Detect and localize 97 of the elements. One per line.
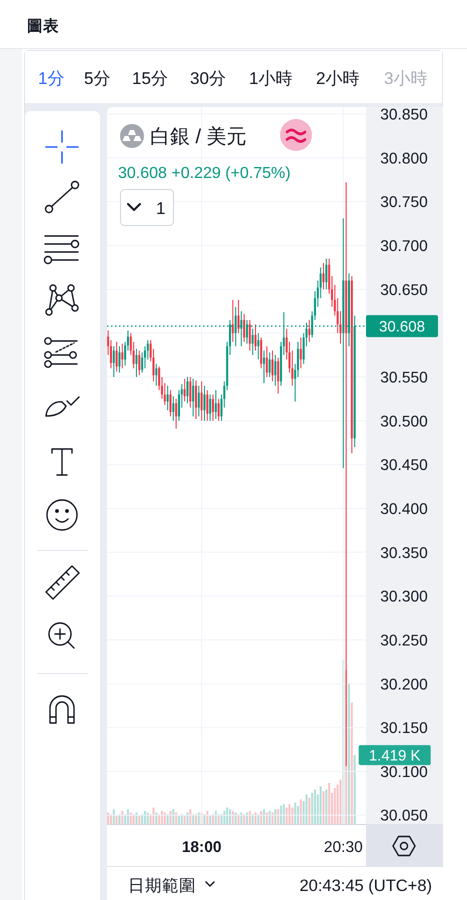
bar [311,792,314,824]
bar [339,780,342,824]
y-tick-label: 30.350 [380,544,428,562]
y-tick-label: 30.850 [380,106,428,124]
text: 1小時 [249,69,292,88]
bar [300,799,302,824]
bar [288,804,291,824]
bar [228,809,231,824]
bar [218,814,220,824]
bar [206,810,208,824]
bar [262,809,266,824]
bar [286,808,288,824]
bar [166,814,169,824]
x-tick-label: 18:00 [182,839,222,856]
bar [296,806,300,824]
text: 30.608 +0.229 (+0.75%) [118,165,291,182]
text: 白銀 / 美元 [150,125,247,148]
bar [305,794,308,824]
bar [192,814,194,824]
bar [322,791,325,824]
text: 2小時 [316,69,360,88]
bar [180,814,183,824]
bar [112,809,115,824]
bar [350,702,353,824]
bar [354,755,356,824]
bar [152,808,154,824]
bar [334,788,336,824]
bar [144,810,146,824]
bar [277,809,280,824]
text: 3小時 [384,69,428,88]
bar [257,814,260,824]
text: 30分 [190,69,226,88]
bar [214,810,217,824]
bar [282,804,285,824]
bar [220,814,222,824]
bar [320,786,322,824]
bar [141,814,144,824]
annotation: 1.419 K [368,747,421,764]
bar [203,814,206,824]
bar [132,814,135,824]
bar [237,814,240,824]
y-tick-label: 30.200 [380,676,428,694]
y-tick-label: 30.400 [380,500,428,518]
y-tick-label: 30.450 [380,457,428,474]
bar [212,814,214,824]
bar [294,802,296,824]
bar [209,816,212,824]
bar [248,810,251,824]
bar [178,816,180,824]
annotation: 1 [156,199,166,218]
ref-line-label: 30.608 [379,318,425,336]
y-tick-label: 30.650 [380,282,428,299]
bar [252,814,254,824]
bar [158,814,160,824]
y-tick-label: 30.100 [380,764,428,781]
y-tick-label: 30.500 [380,413,428,430]
x-tick-label: 20:30 [324,839,364,856]
text: 1分 [38,69,64,88]
y-tick-label: 30.800 [380,150,428,168]
bar [118,814,120,824]
bar [314,790,316,824]
bar [291,808,294,824]
bar [169,810,172,824]
y-tick-label: 30.550 [380,369,428,386]
bar [160,810,163,824]
bar [280,806,282,824]
bar [308,798,310,824]
y-tick-label: 30.050 [380,808,428,825]
bar [274,809,276,824]
bar [194,814,197,824]
bar [260,810,262,824]
y-tick-label: 30.250 [380,632,428,650]
bar [189,809,192,824]
bar [126,809,129,824]
text: 5分 [84,69,110,88]
bar [243,814,246,824]
bar [184,816,186,824]
bar [232,810,234,824]
bar [268,810,271,824]
bar [116,816,118,824]
text: 圖表 [27,17,60,35]
text: 20:43:45 (UTC+8) [299,877,432,895]
bar [223,810,226,824]
bar [138,816,140,824]
bar [325,790,328,824]
text: 15分 [132,69,168,88]
bar [110,814,112,824]
y-tick-label: 30.300 [380,588,428,606]
text: 日期範圍 [128,877,196,895]
bar [328,783,330,824]
bar [348,682,350,824]
y-tick-label: 30.150 [380,720,428,738]
bar [172,809,174,824]
bar [121,810,124,824]
y-tick-label: 30.750 [380,194,428,212]
y-tick-label: 30.700 [380,238,428,255]
bar [226,808,228,824]
